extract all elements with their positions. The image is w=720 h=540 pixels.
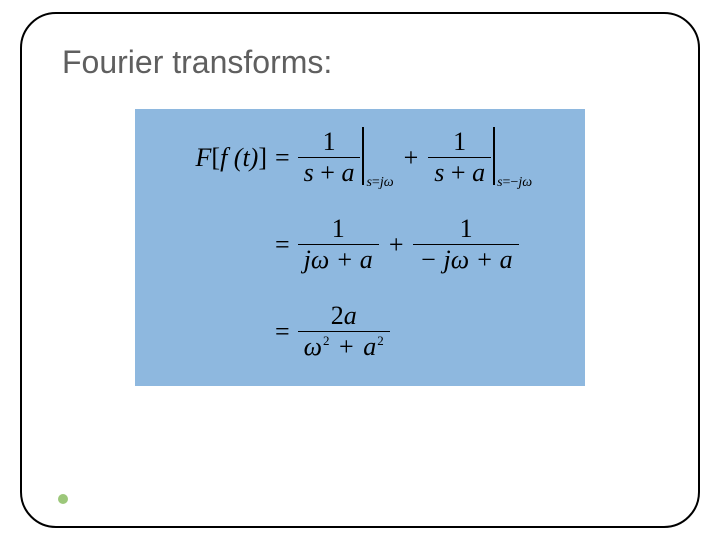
eval-bar-icon <box>493 127 495 185</box>
plus-sign: + <box>394 145 429 171</box>
fraction: 1 s + a <box>298 127 361 188</box>
fraction: 1 s + a <box>428 127 491 188</box>
fraction: 2a ω2 + a2 <box>298 301 390 362</box>
equals-sign: = <box>267 145 298 171</box>
equation-box: F[f (t)] = 1 s + a s=jω + <box>135 109 585 386</box>
eval-bar-icon <box>362 127 364 185</box>
bullet-icon <box>58 494 68 504</box>
eval-subscript: s=−jω <box>497 176 532 190</box>
fraction: 1 − jω + a <box>413 214 518 275</box>
equation-line-2: = 1 jω + a + 1 − jω + a <box>155 214 565 275</box>
lhs: F[f (t)] <box>155 145 267 171</box>
fraction: 1 jω + a <box>298 214 379 275</box>
eval-subscript: s=jω <box>366 176 393 190</box>
equation-line-3: = 2a ω2 + a2 <box>155 301 565 362</box>
term-1b: 1 s + a s=−jω <box>428 127 532 188</box>
equals-sign: = <box>267 319 298 345</box>
slide-title: Fourier transforms: <box>62 44 658 81</box>
equals-sign: = <box>267 232 298 258</box>
plus-sign: + <box>379 232 414 258</box>
term-1a: 1 s + a s=jω <box>298 127 394 188</box>
operator-F: F <box>196 143 212 172</box>
slide-frame: Fourier transforms: F[f (t)] = 1 s + a <box>20 12 700 528</box>
equation-line-1: F[f (t)] = 1 s + a s=jω + <box>155 127 565 188</box>
